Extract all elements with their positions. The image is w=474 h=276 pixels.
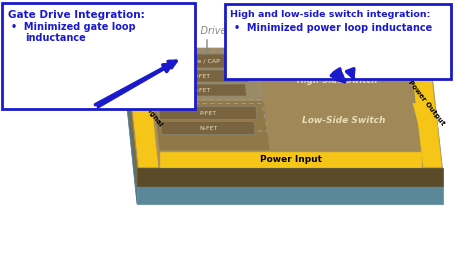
Text: Gate Driver: Gate Driver	[174, 26, 230, 36]
Polygon shape	[154, 70, 248, 82]
Text: High-Side Switch: High-Side Switch	[297, 76, 377, 85]
Polygon shape	[154, 102, 421, 150]
Text: Power Output: Power Output	[407, 79, 446, 127]
Text: Diode / CAP: Diode / CAP	[183, 59, 220, 63]
Text: •  Minimized power loop inductance: • Minimized power loop inductance	[234, 23, 432, 33]
Polygon shape	[410, 49, 442, 167]
Polygon shape	[125, 66, 137, 204]
Text: Control Signal: Control Signal	[124, 79, 164, 127]
Text: inductance: inductance	[25, 33, 86, 43]
Polygon shape	[257, 49, 415, 102]
FancyBboxPatch shape	[225, 4, 451, 79]
Text: N-FET: N-FET	[199, 126, 218, 131]
Text: Power Input: Power Input	[260, 155, 322, 164]
Polygon shape	[161, 121, 255, 134]
Polygon shape	[264, 50, 310, 65]
Polygon shape	[137, 168, 443, 186]
Polygon shape	[147, 49, 415, 102]
Polygon shape	[264, 102, 421, 150]
Text: High and low-side switch integration:: High and low-side switch integration:	[230, 10, 430, 19]
Polygon shape	[156, 84, 246, 96]
Polygon shape	[125, 48, 443, 168]
Text: Low-Side Switch: Low-Side Switch	[302, 116, 386, 125]
Text: P-FET: P-FET	[193, 73, 210, 78]
Polygon shape	[413, 104, 438, 128]
Polygon shape	[159, 107, 257, 120]
Polygon shape	[160, 152, 421, 167]
Polygon shape	[127, 49, 158, 167]
Polygon shape	[125, 66, 443, 186]
Polygon shape	[125, 48, 137, 186]
Text: N-FET: N-FET	[192, 87, 211, 92]
FancyBboxPatch shape	[2, 3, 195, 109]
Text: P-FET: P-FET	[200, 110, 217, 116]
Polygon shape	[406, 50, 432, 65]
Polygon shape	[152, 54, 250, 68]
Text: Gate Drive Integration:: Gate Drive Integration:	[8, 10, 145, 20]
Polygon shape	[137, 186, 443, 204]
Text: •  Minimized gate loop: • Minimized gate loop	[11, 22, 136, 32]
Polygon shape	[315, 50, 360, 65]
